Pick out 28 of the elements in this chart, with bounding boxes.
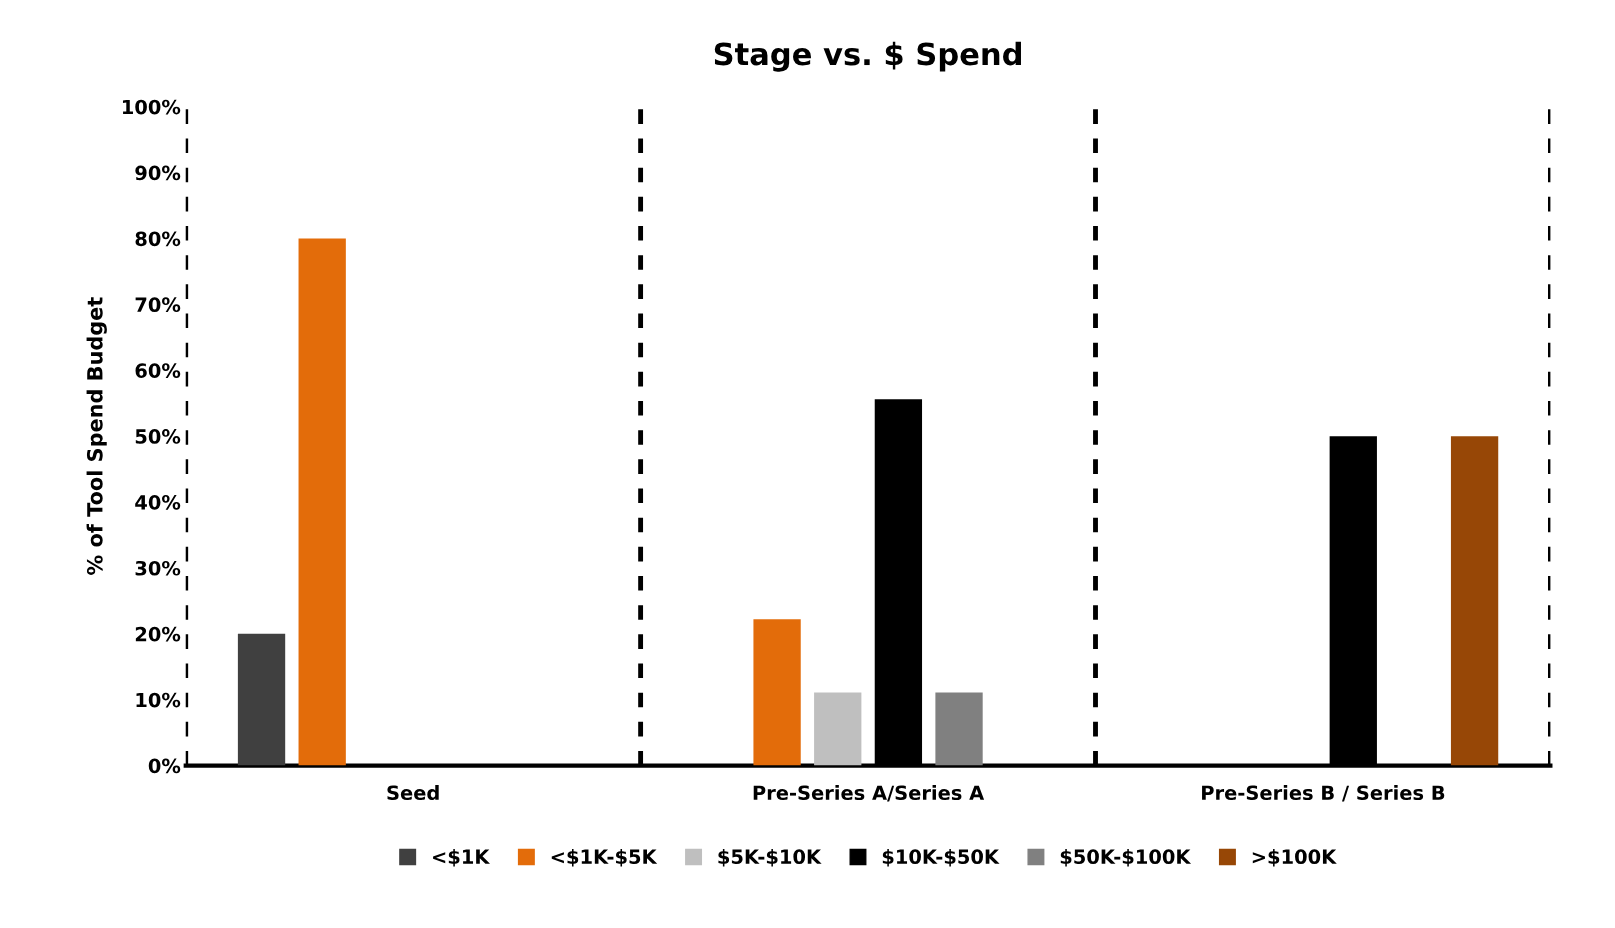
y-tick-label: 70% <box>135 297 181 313</box>
y-tick-label: 50% <box>135 429 181 444</box>
y-tick-label: 60% <box>135 363 181 378</box>
y-tick-label: 20% <box>135 626 181 642</box>
bar <box>237 633 286 766</box>
chart-title: Stage vs. $ Spend <box>714 41 1021 72</box>
y-axis-title: % of Tool Spend Budget <box>86 297 107 575</box>
bar <box>298 238 346 766</box>
legend-label: $10K-$50K <box>882 848 1000 867</box>
y-tick-label: 40% <box>135 495 181 510</box>
y-tick-label: 90% <box>135 165 181 181</box>
x-tick-label: Pre-Series B / Series B <box>1202 785 1445 802</box>
y-tick-label: 80% <box>135 231 181 247</box>
y-tick-label: 10% <box>136 692 181 708</box>
y-tick-label: 100% <box>122 99 181 115</box>
legend-label: <$1K <box>433 848 491 867</box>
bar <box>814 692 862 766</box>
y-tick-label: 30% <box>135 560 181 576</box>
legend-label: $5K-$10K <box>718 848 822 867</box>
y-tick-label: 0% <box>148 758 181 774</box>
bar <box>753 619 801 766</box>
legend-label: >$100K <box>1252 848 1337 867</box>
x-tick-label: Pre-Series A/Series A <box>753 785 985 802</box>
bar <box>1450 436 1499 766</box>
legend-label: <$1K-$5K <box>551 848 658 867</box>
legend-label: $50K-$100K <box>1060 848 1192 867</box>
x-tick-label: Seed <box>387 785 439 801</box>
bar <box>935 692 983 766</box>
